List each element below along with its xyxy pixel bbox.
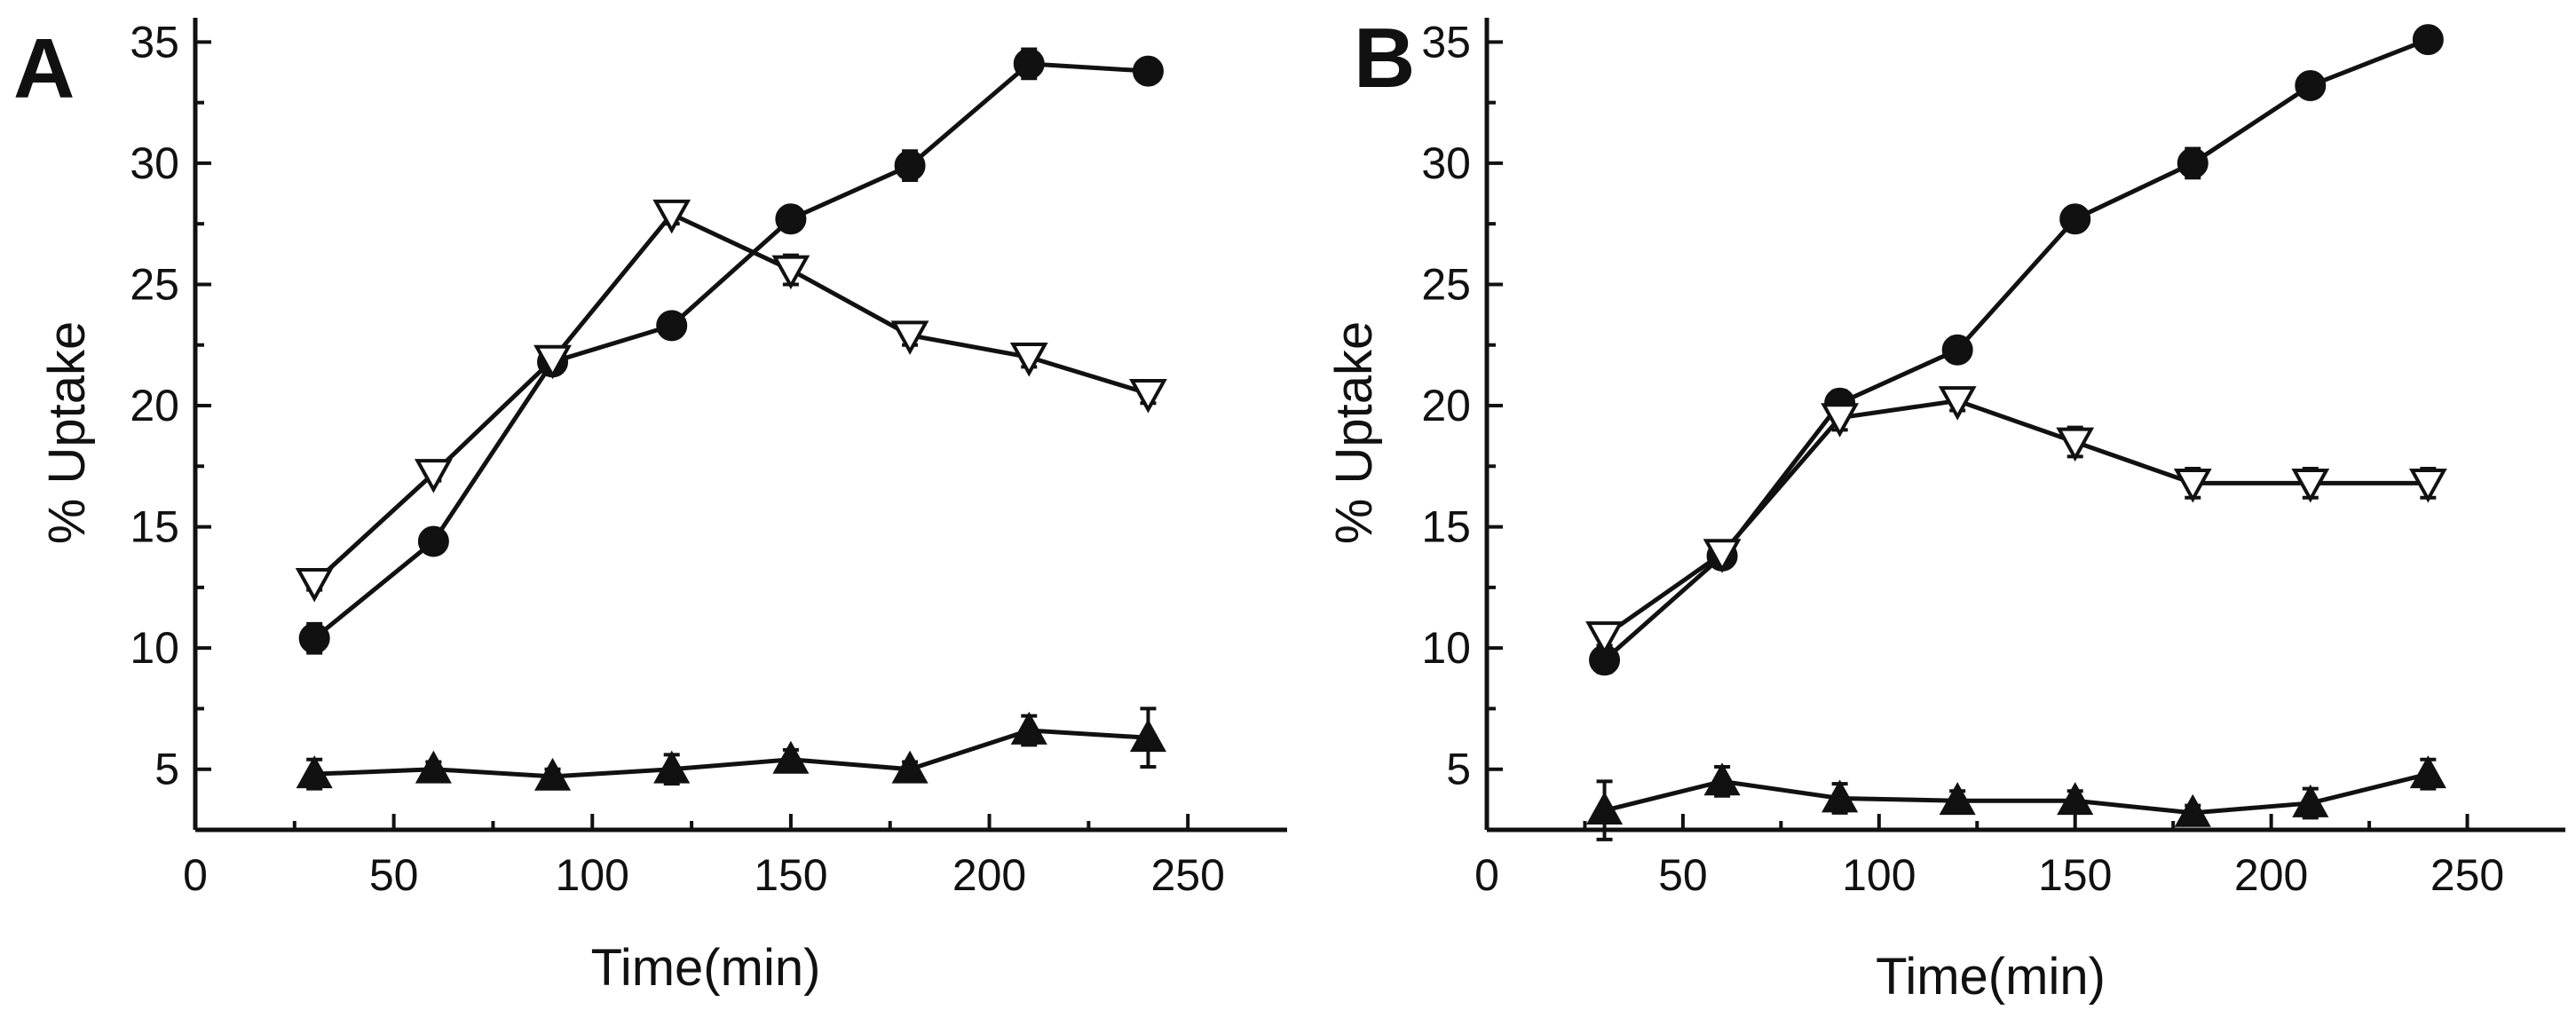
data-point-triangle-down	[533, 344, 572, 380]
data-point-triangle-up	[1939, 782, 1976, 816]
x-tick-label: 100	[556, 850, 629, 900]
x-tick-label: 200	[2234, 850, 2308, 900]
y-tick-label: 25	[130, 259, 179, 309]
data-point-triangle-down	[1009, 342, 1048, 377]
y-tick-label: 30	[130, 138, 179, 188]
series-open-down-triangle	[295, 199, 1167, 603]
data-point-circle	[298, 622, 330, 654]
x-axis-label: Time(min)	[591, 939, 821, 997]
data-point-triangle-down	[1821, 403, 1860, 438]
data-point-triangle-down	[1585, 621, 1624, 656]
data-point-triangle-up	[2292, 784, 2329, 817]
x-axis-label: Time(min)	[1876, 948, 2106, 1006]
data-point-circle	[2412, 24, 2444, 56]
data-point-circle	[775, 203, 807, 235]
data-point-triangle-down	[295, 568, 334, 603]
x-tick-label: 100	[1842, 850, 1916, 900]
y-tick-label: 25	[1421, 259, 1471, 309]
data-point-triangle-up	[891, 750, 928, 784]
series-line	[314, 728, 1149, 779]
y-tick-label: 20	[130, 381, 179, 430]
y-tick-label: 5	[1446, 745, 1471, 794]
data-point-triangle-up	[1585, 792, 1624, 825]
data-point-triangle-up	[1129, 719, 1167, 753]
data-point-triangle-up	[1821, 779, 1859, 813]
x-tick-label: 250	[1150, 850, 1224, 900]
data-point-circle	[417, 525, 449, 557]
data-point-triangle-up	[2057, 782, 2094, 816]
data-point-triangle-up	[415, 750, 452, 784]
y-tick-label: 10	[1421, 623, 1471, 673]
data-point-circle	[894, 150, 926, 182]
data-point-triangle-up	[2174, 793, 2211, 827]
data-point-triangle-up	[2409, 755, 2446, 789]
panel-label: A	[13, 21, 75, 116]
data-point-triangle-down	[414, 459, 453, 493]
data-point-triangle-up	[653, 750, 691, 784]
panel-label: B	[1354, 11, 1415, 106]
data-point-circle	[2059, 203, 2091, 235]
series-filled-up-triangle	[296, 706, 1167, 791]
y-tick-label: 35	[1421, 17, 1471, 67]
data-point-circle	[1132, 55, 1164, 87]
data-point-triangle-down	[2173, 469, 2212, 503]
data-point-triangle-down	[2408, 469, 2447, 503]
data-point-triangle-up	[772, 740, 810, 774]
data-point-circle	[1941, 334, 1973, 366]
x-tick-label: 200	[952, 850, 1026, 900]
data-point-circle	[656, 310, 688, 342]
y-tick-label: 15	[130, 502, 179, 552]
x-tick-label: 50	[369, 850, 419, 900]
series-line	[312, 211, 1150, 585]
series-line	[1603, 398, 2429, 638]
y-tick-label: 35	[130, 17, 179, 67]
y-tick-label: 10	[130, 623, 179, 673]
data-point-triangle-up	[296, 755, 333, 789]
data-point-circle	[1013, 48, 1045, 80]
data-point-triangle-down	[2291, 469, 2330, 503]
x-tick-label: 0	[183, 850, 208, 900]
series-open-down-triangle	[1585, 386, 2447, 656]
data-point-triangle-down	[771, 255, 810, 290]
y-axis-label: % Uptake	[38, 321, 96, 544]
y-tick-label: 5	[154, 745, 179, 794]
chart-panel-a: A 5 10 15 20 25 30 35 0 50 100 150 200 250 Time(min) % …	[13, 17, 1287, 997]
series-line	[1603, 771, 2429, 816]
y-tick-label: 20	[1421, 381, 1471, 430]
data-point-triangle-up	[1703, 762, 1741, 796]
data-point-triangle-down	[890, 320, 929, 355]
series-filled-circle	[298, 47, 1164, 655]
data-point-triangle-down	[2056, 427, 2095, 462]
chart-panel-b: B 5 10 15 20 25 30 35 0 50 100 150 200 250 Time(min) % …	[1325, 11, 2565, 1006]
series-filled-up-triangle	[1585, 755, 2446, 841]
x-tick-label: 150	[2038, 850, 2112, 900]
x-tick-label: 0	[1474, 850, 1499, 900]
data-point-circle	[2177, 147, 2209, 179]
y-tick-label: 15	[1421, 502, 1471, 552]
y-axis-label: % Uptake	[1325, 321, 1383, 544]
y-tick-label: 30	[1421, 138, 1471, 188]
x-tick-label: 50	[1658, 850, 1708, 900]
data-point-triangle-down	[652, 199, 691, 234]
data-point-triangle-up	[1010, 711, 1047, 745]
data-point-triangle-down	[1938, 386, 1977, 421]
x-tick-label: 150	[754, 850, 827, 900]
data-point-triangle-up	[533, 757, 572, 791]
series-filled-circle	[1589, 24, 2444, 676]
data-point-triangle-down	[1703, 539, 1742, 573]
x-tick-label: 250	[2430, 850, 2504, 900]
data-point-circle	[2295, 69, 2327, 101]
data-point-triangle-down	[1129, 378, 1167, 414]
series-line	[312, 61, 1149, 641]
